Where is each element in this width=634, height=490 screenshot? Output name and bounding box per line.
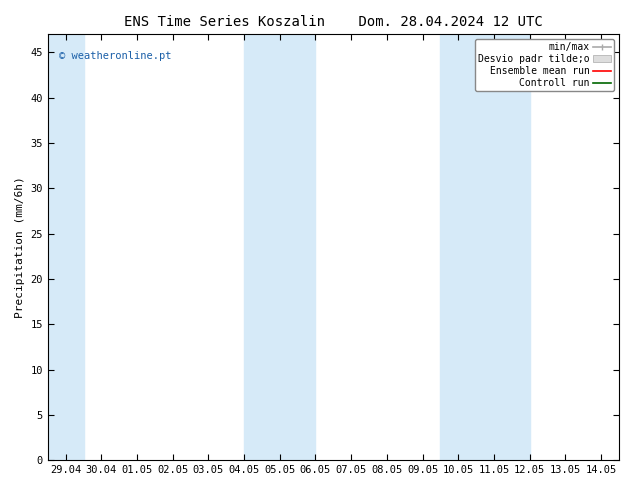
Text: © weatheronline.pt: © weatheronline.pt	[60, 51, 172, 61]
Title: ENS Time Series Koszalin    Dom. 28.04.2024 12 UTC: ENS Time Series Koszalin Dom. 28.04.2024…	[124, 15, 543, 29]
Bar	[441, 34, 529, 460]
Bar	[48, 34, 84, 460]
Bar	[244, 34, 316, 460]
Legend: min/max, Desvio padr tilde;o, Ensemble mean run, Controll run: min/max, Desvio padr tilde;o, Ensemble m…	[475, 39, 614, 91]
Y-axis label: Precipitation (mm/6h): Precipitation (mm/6h)	[15, 176, 25, 318]
